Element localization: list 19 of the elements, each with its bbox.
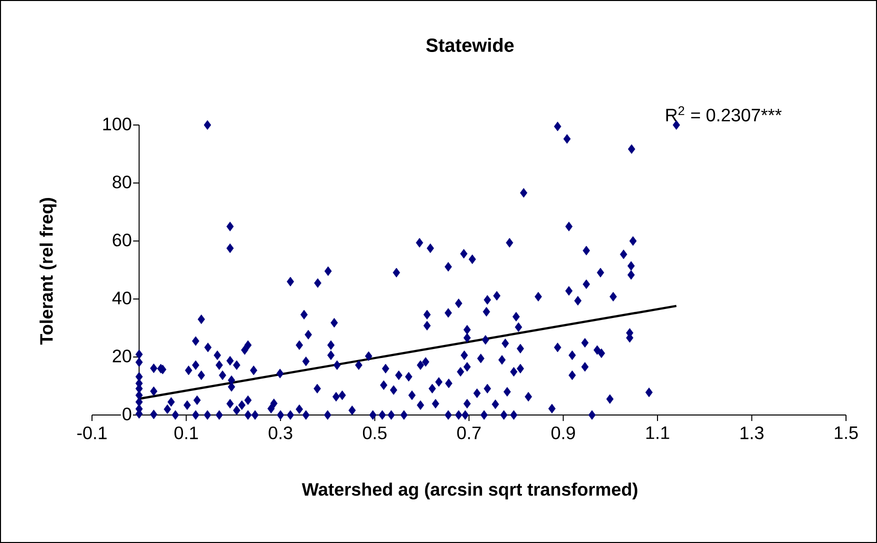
x-tick-label: 0.7 xyxy=(457,426,481,440)
x-tick-label: 0.3 xyxy=(268,426,292,440)
x-tick-label: 0.9 xyxy=(551,426,575,440)
y-tick-label: 100 xyxy=(103,118,132,130)
x-tick-label: 1.5 xyxy=(834,426,858,440)
x-axis-title: Watershed ag (arcsin sqrt transformed) xyxy=(302,482,638,500)
y-tick-label: 20 xyxy=(112,350,132,362)
x-tick-label: 0.5 xyxy=(362,426,387,440)
chart-title: Statewide xyxy=(426,38,514,52)
y-tick-label: 0 xyxy=(122,408,132,420)
y-tick-label: 80 xyxy=(112,176,132,188)
x-tick-label: -0.1 xyxy=(77,426,107,440)
y-axis-title: Tolerant (rel freq) xyxy=(40,198,56,345)
x-tick-label: 1.1 xyxy=(646,426,670,439)
x-tick-label: 0.1 xyxy=(174,426,198,440)
text: R$^{2}$ = 0.2307*** xyxy=(666,106,782,122)
y-tick-label: 40 xyxy=(112,292,132,304)
x-tick-label: 1.3 xyxy=(740,426,764,440)
y-tick-label: 60 xyxy=(112,234,132,246)
